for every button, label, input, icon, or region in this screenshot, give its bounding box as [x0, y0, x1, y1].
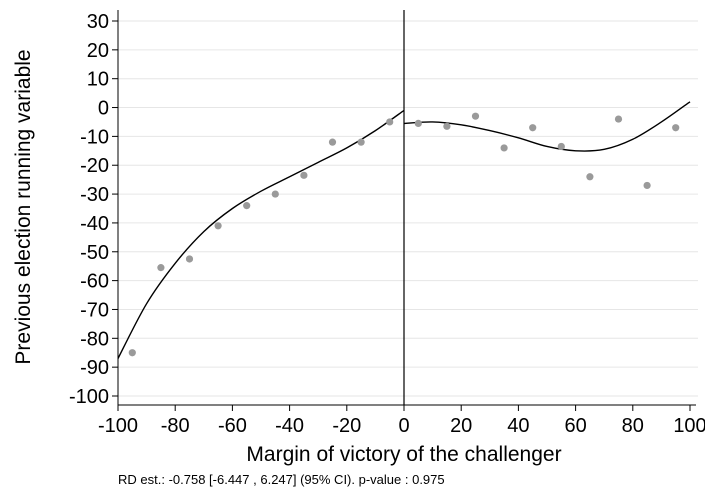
data-point	[157, 264, 165, 272]
data-point	[529, 124, 537, 132]
y-tick-label: 20	[87, 40, 109, 62]
y-tick-label: -40	[80, 213, 109, 235]
axes	[112, 10, 696, 411]
y-tick-label: -100	[69, 386, 109, 408]
data-point	[557, 142, 565, 151]
data-point	[128, 349, 136, 357]
y-tick-label: -10	[80, 126, 109, 148]
data-point	[386, 118, 394, 126]
x-tick-label: -20	[332, 415, 361, 437]
x-tick-label: 20	[450, 415, 472, 437]
data-point	[500, 144, 508, 152]
rd-plot: 3020100-10-20-30-40-50-60-70-80-90-100-1…	[12, 10, 705, 466]
y-tick-label: -80	[80, 328, 109, 350]
data-point	[243, 202, 251, 210]
data-point	[586, 173, 594, 181]
x-tick-label: -60	[218, 415, 247, 437]
y-axis-title: Previous election running variable	[12, 49, 35, 364]
data-point	[414, 119, 422, 128]
fit-lines	[117, 101, 691, 359]
data-point	[643, 181, 651, 190]
data-point	[271, 190, 279, 198]
x-tick-label: 0	[398, 415, 409, 437]
y-tick-label: 10	[87, 69, 109, 91]
data-point	[357, 138, 365, 146]
tick-labels: 3020100-10-20-30-40-50-60-70-80-90-100-1…	[69, 11, 705, 437]
fit-line-left	[117, 109, 405, 359]
y-tick-label: -20	[80, 155, 109, 177]
y-tick-label: -90	[80, 357, 109, 379]
data-point	[614, 115, 623, 123]
y-tick-label: -70	[80, 299, 109, 321]
x-tick-label: 100	[673, 415, 705, 437]
x-tick-label: -40	[275, 415, 304, 437]
fit-line-right	[403, 101, 691, 152]
data-point	[471, 112, 480, 120]
x-tick-label: 60	[564, 415, 586, 437]
data-point	[672, 124, 680, 132]
x-tick-label: -80	[161, 415, 190, 437]
data-point	[300, 171, 308, 179]
rd-estimate-note: RD est.: -0.758 [-6.447 , 6.247] (95% CI…	[118, 472, 445, 487]
y-tick-label: -30	[80, 184, 109, 206]
y-tick-label: 0	[98, 98, 109, 120]
data-point	[443, 122, 451, 130]
y-tick-label: 30	[87, 11, 109, 33]
x-axis-title: Margin of victory of the challenger	[246, 443, 561, 466]
y-tick-label: -50	[80, 242, 109, 264]
x-tick-label: 40	[507, 415, 529, 437]
data-points	[128, 112, 680, 357]
y-tick-label: -60	[80, 271, 109, 293]
gridlines	[118, 20, 698, 397]
x-tick-label: 80	[622, 415, 644, 437]
data-point	[214, 222, 222, 230]
data-point	[328, 138, 337, 146]
data-point	[185, 255, 194, 263]
x-tick-label: -100	[98, 415, 138, 437]
